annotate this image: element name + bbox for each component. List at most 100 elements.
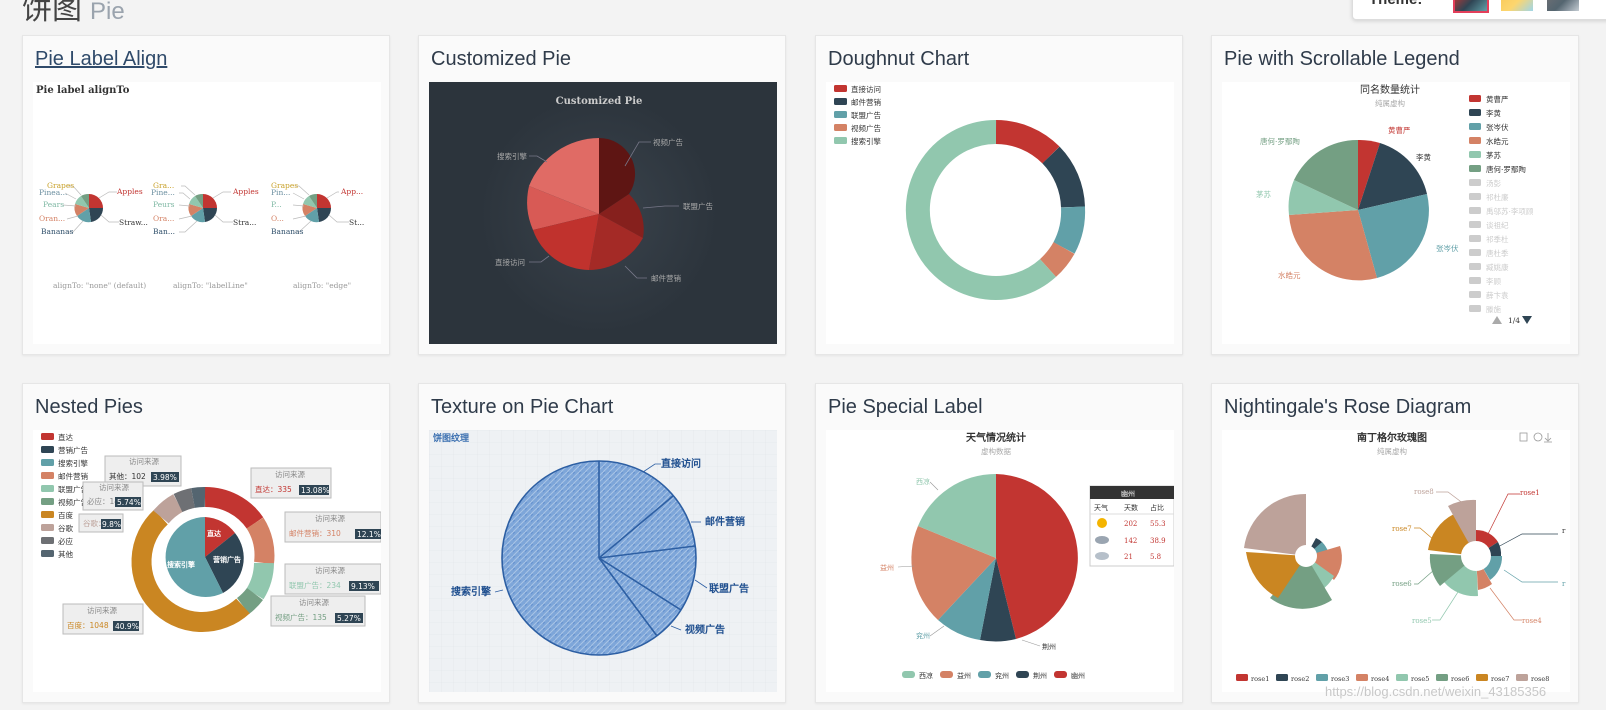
- card-thumbnail[interactable]: 同名数量统计 纯属虚构 黄曹严 李黄 张岑伏 水皓元 茅苏 唐何·罗鄢陶 黄曹严…: [1222, 82, 1570, 344]
- card-thumbnail[interactable]: 饼图纹理 直接访问 邮件营销 联盟广告 视频广告 搜索引擎: [429, 430, 777, 692]
- example-card-texture-pie[interactable]: Texture on Pie Chart 饼图纹理: [418, 383, 786, 703]
- svg-text:西凉: 西凉: [919, 671, 933, 680]
- special-label-preview: 天气情况统计 虚构数据 西凉 益州 兖州 荆州 幽州 天气 天数 占比: [880, 431, 1174, 680]
- card-thumbnail[interactable]: 直接访问 邮件营销 联盟广告 视频广告 搜索引擎: [826, 82, 1174, 344]
- card-title[interactable]: Pie Special Label: [828, 396, 983, 418]
- showers-icon: [1095, 552, 1109, 560]
- svg-text:薛卞袁: 薛卞袁: [1486, 290, 1509, 300]
- svg-text:alignTo: "none" (default): alignTo: "none" (default): [53, 281, 146, 290]
- customized-pie-preview: Customized Pie 搜索引擎 视频广告 联盟广告 直接访问 邮件营销: [479, 94, 719, 334]
- svg-text:南丁格尔玫瑰图: 南丁格尔玫瑰图: [1357, 431, 1427, 444]
- svg-text:Ban...: Ban...: [153, 227, 175, 236]
- card-title[interactable]: Doughnut Chart: [828, 48, 970, 70]
- card-thumbnail[interactable]: 直达 营销广告 搜索引擎 邮件营销 联盟广告 视频广告 百度 谷歌 必应 其他: [33, 430, 381, 692]
- theme-swatch-yellow[interactable]: [1499, 0, 1535, 13]
- card-thumbnail[interactable]: 南丁格尔玫瑰图 纯属虚构: [1222, 430, 1570, 692]
- svg-text:荆州: 荆州: [1033, 671, 1047, 680]
- svg-text:联盟广告：234: 联盟广告：234: [289, 580, 341, 590]
- svg-text:alignTo: "edge": alignTo: "edge": [293, 281, 351, 290]
- svg-text:占比: 占比: [1150, 503, 1164, 512]
- svg-text:纯属虚构: 纯属虚构: [1375, 98, 1405, 108]
- svg-text:rose6: rose6: [1392, 580, 1412, 588]
- theme-swatch-dark[interactable]: [1453, 0, 1489, 13]
- card-thumbnail[interactable]: 天气情况统计 虚构数据 西凉 益州 兖州 荆州 幽州 天气 天数 占比: [826, 430, 1174, 692]
- svg-text:天气: 天气: [1094, 503, 1108, 512]
- doughnut-preview: 直接访问 邮件营销 联盟广告 视频广告 搜索引擎: [834, 84, 1086, 300]
- svg-text:幽州: 幽州: [1071, 671, 1085, 680]
- svg-text:搜索引擎: 搜索引擎: [58, 458, 88, 468]
- card-title[interactable]: Customized Pie: [431, 48, 572, 70]
- svg-text:营销广告: 营销广告: [58, 445, 88, 455]
- svg-text:Grapes: Grapes: [271, 181, 298, 190]
- svg-text:38.9: 38.9: [1150, 537, 1166, 545]
- svg-text:直接访问: 直接访问: [495, 257, 525, 267]
- svg-text:直接访问: 直接访问: [661, 457, 701, 470]
- svg-text:营销广告: 营销广告: [213, 555, 241, 564]
- svg-text:Pine...: Pine...: [151, 188, 175, 197]
- card-thumbnail[interactable]: Pie label alignTo: [33, 82, 381, 344]
- svg-text:必应：147: 必应：147: [87, 496, 124, 506]
- svg-text:访问来源: 访问来源: [299, 597, 329, 607]
- svg-text:兖州: 兖州: [916, 631, 930, 640]
- svg-text:水皓元: 水皓元: [1278, 270, 1301, 280]
- svg-text:虚构数据: 虚构数据: [981, 446, 1011, 456]
- svg-text:Apples: Apples: [116, 187, 143, 196]
- svg-text:百度：1048: 百度：1048: [67, 620, 109, 630]
- svg-text:邮件营销: 邮件营销: [705, 515, 745, 528]
- svg-text:祁季杜: 祁季杜: [1486, 234, 1509, 244]
- svg-text:兖州: 兖州: [995, 671, 1009, 680]
- card-title[interactable]: Nested Pies: [35, 396, 143, 418]
- svg-text:Grapes: Grapes: [47, 181, 74, 190]
- svg-text:视频广告: 视频广告: [851, 123, 881, 133]
- theme-swatch-gray[interactable]: [1545, 0, 1581, 13]
- svg-text:rose7: rose7: [1491, 675, 1509, 683]
- svg-text:茅苏: 茅苏: [1256, 189, 1272, 199]
- svg-text:水皓元: 水皓元: [1486, 136, 1509, 146]
- example-card-doughnut-chart[interactable]: Doughnut Chart 直接访问 邮件营销 联盟广告 视频广告 搜索引擎: [815, 35, 1183, 355]
- svg-text:汤彭: 汤彭: [1486, 178, 1502, 188]
- svg-text:Oran...: Oran...: [39, 214, 65, 223]
- svg-text:rose6: rose6: [1451, 675, 1469, 683]
- svg-text:rose3: rose3: [1331, 675, 1349, 683]
- example-card-pie-scrollable-legend[interactable]: Pie with Scrollable Legend 同名数量统计 纯属虚构 黄…: [1211, 35, 1579, 355]
- svg-text:视频广告: 视频广告: [58, 497, 88, 507]
- save-image-icon: [1544, 433, 1552, 443]
- theme-picker: Theme:: [1352, 0, 1606, 20]
- svg-text:李黄: 李黄: [1486, 108, 1502, 118]
- card-title[interactable]: Pie with Scrollable Legend: [1224, 48, 1460, 70]
- example-card-nested-pies[interactable]: Nested Pies 直达 营销广告 搜索引擎 邮件营销 联盟广告 视频广告 …: [22, 383, 390, 703]
- svg-text:滕施: 滕施: [1486, 304, 1502, 314]
- svg-text:rose1: rose1: [1251, 675, 1269, 683]
- svg-text:142: 142: [1124, 537, 1137, 545]
- card-title[interactable]: Nightingale's Rose Diagram: [1224, 396, 1472, 418]
- svg-text:张岑伏: 张岑伏: [1486, 122, 1509, 132]
- svg-text:访问来源: 访问来源: [87, 605, 117, 615]
- scroll-legend-preview: 同名数量统计 纯属虚构 黄曹严 李黄 张岑伏 水皓元 茅苏 唐何·罗鄢陶 黄曹严…: [1256, 83, 1534, 325]
- svg-text:邮件营销：310: 邮件营销：310: [289, 528, 341, 538]
- rose-preview: 南丁格尔玫瑰图 纯属虚构: [1236, 431, 1566, 683]
- svg-text:搜索引擎: 搜索引擎: [451, 585, 491, 598]
- svg-text:r: r: [1562, 527, 1566, 535]
- svg-text:纯属虚构: 纯属虚构: [1377, 446, 1407, 456]
- example-card-customized-pie[interactable]: Customized Pie Customized Pie 搜索引擎 视频广告: [418, 35, 786, 355]
- card-title[interactable]: Texture on Pie Chart: [431, 396, 614, 418]
- card-title[interactable]: Pie Label Align: [35, 48, 168, 70]
- svg-text:9.13%: 9.13%: [351, 582, 375, 591]
- svg-text:Gra...: Gra...: [153, 181, 174, 190]
- example-card-pie-label-align[interactable]: Pie Label Align Pie label alignTo: [22, 35, 390, 355]
- mini-pie-2: [188, 193, 218, 223]
- svg-text:P...: P...: [271, 200, 282, 209]
- svg-text:西凉: 西凉: [916, 477, 930, 486]
- svg-text:rose2: rose2: [1291, 675, 1309, 683]
- svg-text:联盟广告: 联盟广告: [851, 110, 881, 120]
- svg-text:1/4: 1/4: [1508, 316, 1520, 325]
- svg-text:李顾: 李顾: [1486, 276, 1502, 286]
- card-thumbnail[interactable]: Customized Pie 搜索引擎 视频广告 联盟广告 直接访问 邮件营销: [429, 82, 777, 344]
- legend-prev-icon: [1492, 316, 1502, 324]
- svg-text:益州: 益州: [880, 563, 894, 572]
- example-card-pie-special-label[interactable]: Pie Special Label 天气情况统计 虚构数据 西凉 益州 兖州 荆…: [815, 383, 1183, 703]
- svg-text:唐杜季: 唐杜季: [1486, 248, 1509, 258]
- data-view-icon: [1519, 432, 1528, 442]
- svg-text:12.1%: 12.1%: [357, 530, 381, 539]
- example-card-nightingale-rose[interactable]: Nightingale's Rose Diagram 南丁格尔玫瑰图 纯属虚构: [1211, 383, 1579, 703]
